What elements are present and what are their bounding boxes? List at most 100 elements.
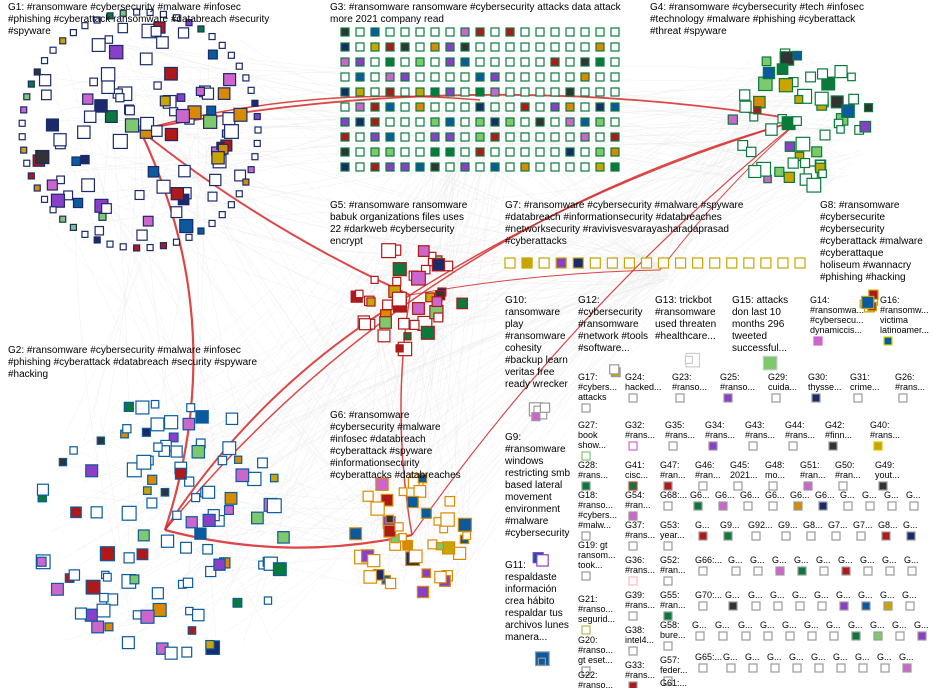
small-group-label-Gb8: G... bbox=[882, 555, 897, 565]
small-group-label-Gb7: G... bbox=[860, 555, 875, 565]
small-group-label-Ge5: G... bbox=[833, 652, 848, 662]
small-group-label-G49: G49: yout... bbox=[875, 460, 900, 480]
small-group-label-G58: G58: bure... bbox=[660, 620, 686, 640]
small-group-label-G17: G17: #cybers... attacks bbox=[578, 372, 617, 402]
small-group-label-G25: G25: #ranso... bbox=[720, 372, 755, 392]
small-group-label-Ge8: G... bbox=[899, 652, 914, 662]
small-group-label-Ge6: G... bbox=[855, 652, 870, 662]
small-group-label-Gb1: G... bbox=[728, 555, 743, 565]
small-group-label-Ga7: G7... bbox=[853, 520, 873, 530]
small-group-label-G35: G35: #rans... bbox=[665, 420, 695, 440]
small-group-label-Gd11: G... bbox=[914, 620, 929, 630]
small-group-label-Ga8: G8... bbox=[878, 520, 898, 530]
small-group-label-G18: G18: #ranso... #cybers... #malw... bbox=[578, 490, 617, 530]
small-group-label-G69a: G6... bbox=[690, 490, 710, 500]
small-group-label-G21: G21: #ranso... segurid... bbox=[578, 594, 615, 624]
small-group-label-G70: G70:... bbox=[695, 590, 722, 600]
small-group-label-G42: G42: #finn... bbox=[825, 420, 852, 440]
small-group-label-G59a: G... bbox=[840, 490, 855, 500]
small-group-label-Ga2: G9... bbox=[720, 520, 740, 530]
small-group-label-G31: G31: crime... bbox=[850, 372, 880, 392]
small-group-label-Gd5: G... bbox=[782, 620, 797, 630]
small-group-label-Gc9: G... bbox=[902, 590, 917, 600]
small-group-label-G73a: G... bbox=[884, 490, 899, 500]
small-group-label-G32: G32: #rans... bbox=[625, 420, 655, 440]
small-group-label-Ga4: G9... bbox=[778, 520, 798, 530]
small-group-label-Gb6: G... bbox=[838, 555, 853, 565]
small-group-label-G43: G43: #rans... bbox=[745, 420, 775, 440]
small-group-label-G66: G66:... bbox=[695, 555, 722, 565]
small-group-label-Gd6: G... bbox=[804, 620, 819, 630]
small-group-label-G44: G44: #rans... bbox=[785, 420, 815, 440]
small-group-label-Gd8: G... bbox=[848, 620, 863, 630]
small-group-label-Gd7: G... bbox=[826, 620, 841, 630]
small-group-label-G37: G37: #rans... bbox=[625, 520, 655, 540]
small-group-label-G51: G51: #ran... bbox=[800, 460, 826, 480]
small-group-label-Gc4: G... bbox=[792, 590, 807, 600]
small-group-label-Ga3: G92... bbox=[748, 520, 773, 530]
small-group-label-Ga9: G... bbox=[903, 520, 918, 530]
small-group-label-G47: G47: #ran... bbox=[660, 460, 686, 480]
small-group-label-G20: G20: #ranso... gt eset... bbox=[578, 635, 613, 665]
small-group-label-Ga6: G7... bbox=[828, 520, 848, 530]
small-group-label-Gd3: G... bbox=[738, 620, 753, 630]
small-group-label-G30: G30: thysse... bbox=[808, 372, 842, 392]
small-group-label-Gd10: G... bbox=[892, 620, 907, 630]
small-group-label-G67: G6... bbox=[815, 490, 835, 500]
small-group-label-Gb2: G... bbox=[750, 555, 765, 565]
small-group-label-Ge2: G... bbox=[767, 652, 782, 662]
network-canvas bbox=[0, 0, 950, 688]
small-group-label-G50: G50: #ran... bbox=[835, 460, 861, 480]
small-group-label-G41: G41: cisc... bbox=[625, 460, 648, 480]
small-group-label-G36: G36: #rans... bbox=[625, 555, 655, 575]
small-group-label-G61: G61:... bbox=[660, 678, 687, 688]
small-group-label-Gb9: G... bbox=[904, 555, 919, 565]
small-group-label-Ge3: G... bbox=[789, 652, 804, 662]
small-group-label-G19: G19: gt ransom... took... bbox=[578, 540, 616, 570]
small-group-label-G62: G6... bbox=[715, 490, 735, 500]
small-group-label-G45: G45: 2021... bbox=[730, 460, 758, 480]
small-group-label-G68: G68:... bbox=[660, 490, 687, 500]
small-group-label-Ge4: G... bbox=[811, 652, 826, 662]
small-group-label-G48: G48: mo... bbox=[765, 460, 785, 480]
small-group-label-Gd4: G... bbox=[760, 620, 775, 630]
small-group-label-Gc7: G... bbox=[858, 590, 873, 600]
small-group-label-G52: G52: #ran... bbox=[660, 555, 686, 575]
small-group-label-Ge0: G... bbox=[723, 652, 738, 662]
small-group-label-G27: G27: book show... bbox=[578, 420, 606, 450]
small-group-label-Gb4: G... bbox=[794, 555, 809, 565]
small-group-label-Gd2: G... bbox=[715, 620, 730, 630]
small-group-label-G72a: G... bbox=[862, 490, 877, 500]
small-group-label-G56a: G... bbox=[906, 490, 921, 500]
small-group-label-G16: G16: #ransomw... victima latinoamer... bbox=[880, 295, 929, 335]
small-group-label-G65: G65:... bbox=[695, 652, 722, 662]
small-group-label-Gb5: G... bbox=[816, 555, 831, 565]
small-group-label-G57: G57: feder... bbox=[660, 655, 688, 675]
small-group-label-G60a: G6... bbox=[790, 490, 810, 500]
small-group-label-Gc3: G... bbox=[770, 590, 785, 600]
small-group-label-G33: G33: #rans... bbox=[625, 660, 655, 680]
small-group-label-G23: G23: #ranso... bbox=[672, 372, 707, 392]
small-group-label-Ga5: G8... bbox=[803, 520, 823, 530]
small-group-label-Gd1: G... bbox=[692, 620, 707, 630]
small-group-label-Gd9: G... bbox=[870, 620, 885, 630]
small-group-label-G63: G6... bbox=[765, 490, 785, 500]
small-group-label-G54: G54: #ran... bbox=[625, 490, 651, 510]
small-group-label-G14: G14: #ransomwa... #cybersecu... dynamicc… bbox=[810, 295, 864, 335]
small-group-label-Gc8: G... bbox=[880, 590, 895, 600]
small-group-label-G34: G34: #rans... bbox=[705, 420, 735, 440]
small-group-label-G64: G6... bbox=[740, 490, 760, 500]
small-group-label-Ga1: G... bbox=[695, 520, 710, 530]
small-group-label-Ge1: G... bbox=[745, 652, 760, 662]
small-group-label-Gc6: G... bbox=[836, 590, 851, 600]
small-group-label-Gc5: G... bbox=[814, 590, 829, 600]
small-group-label-G53: G53: year... bbox=[660, 520, 685, 540]
small-group-label-Ge7: G... bbox=[877, 652, 892, 662]
small-group-label-G39: G39: #rans... bbox=[625, 590, 655, 610]
small-group-label-Gb3: G... bbox=[772, 555, 787, 565]
small-group-label-Gc2: G... bbox=[748, 590, 763, 600]
small-group-label-G22: G22: #ranso... bbox=[578, 670, 613, 688]
small-group-label-Gc1: G... bbox=[725, 590, 740, 600]
small-group-label-G28: G28: #rans... bbox=[578, 460, 608, 480]
small-group-label-G29: G29: cuida... bbox=[768, 372, 797, 392]
